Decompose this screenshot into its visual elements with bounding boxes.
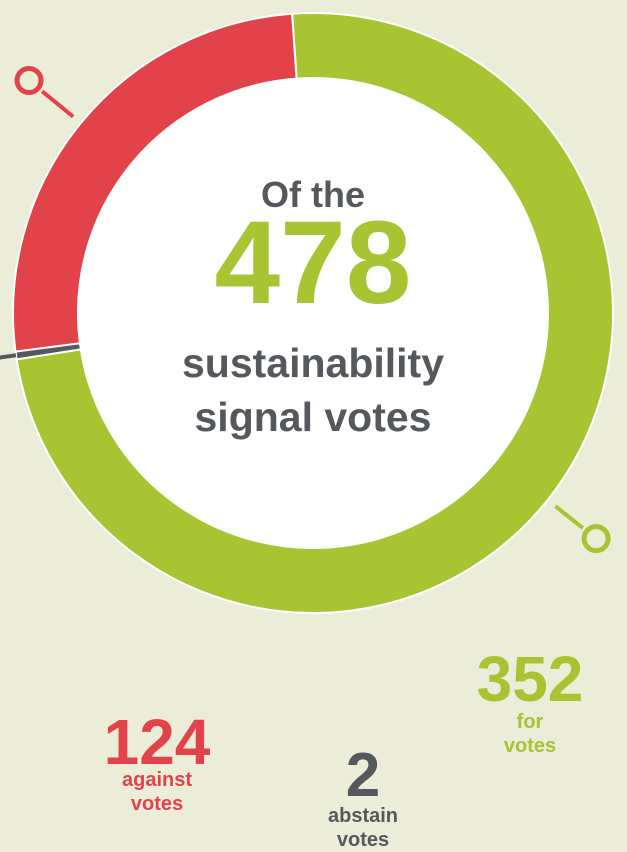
- callout-marker-against: [14, 66, 44, 96]
- abstain-label-line1: abstain: [328, 805, 398, 827]
- slice-label-for: 352 for votes: [477, 643, 584, 757]
- callout-line-abstain: [0, 353, 17, 360]
- abstain-value-label: 2: [346, 741, 380, 810]
- for-label-line2: votes: [504, 735, 556, 757]
- slice-label-abstain: 2 abstain votes: [328, 741, 398, 851]
- center-intro-text: Of the: [261, 174, 365, 215]
- center-total-value: 478: [215, 197, 412, 329]
- callout-line-against: [40, 89, 75, 119]
- callout-line-for: [554, 504, 585, 530]
- abstain-label-line2: votes: [337, 829, 389, 851]
- for-value-label: 352: [477, 643, 584, 715]
- callout-marker-for: [581, 524, 611, 554]
- center-text: Of the 478 sustainability signal votes: [182, 174, 444, 440]
- against-label-line2: votes: [131, 793, 183, 815]
- donut-center: [78, 78, 548, 548]
- against-value-label: 124: [104, 706, 211, 778]
- center-title-line1: sustainability: [182, 340, 444, 386]
- slice-label-against: 124 against votes: [104, 706, 211, 815]
- for-label-line1: for: [517, 711, 544, 733]
- against-label-line1: against: [122, 769, 192, 791]
- slice-callouts: [0, 66, 611, 554]
- center-title-line2: signal votes: [195, 394, 432, 440]
